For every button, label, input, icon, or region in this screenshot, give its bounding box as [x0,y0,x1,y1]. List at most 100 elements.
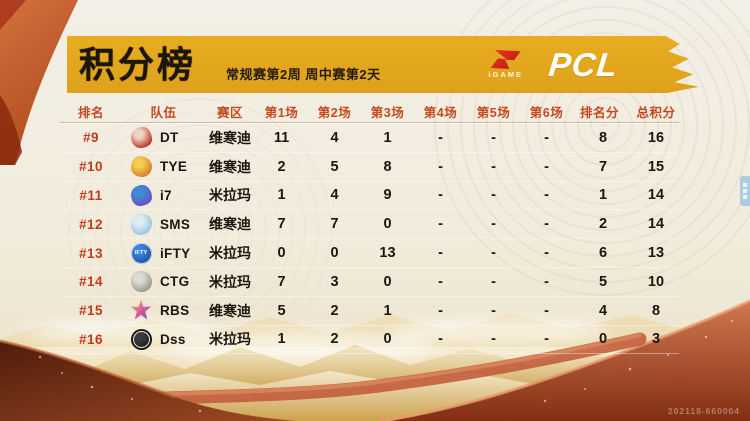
match-id-watermark: 202118-660004 [667,406,740,416]
game2-score: 5 [330,158,339,175]
total-points: 8 [651,302,661,319]
game3-score: 0 [383,216,392,233]
column-header-region: 赛区 [216,105,243,120]
game3-score: 8 [383,158,392,175]
game1-score: 7 [277,216,286,233]
table-row: #11 i7 米拉玛 1 4 9 - - - 1 14 [60,182,679,211]
team-name: iFTY [160,245,191,261]
game6-score: - [544,331,549,348]
placement-points: 1 [598,187,608,204]
placement-points: 5 [598,273,608,290]
region-label: 米拉玛 [209,245,251,262]
game4-score: - [438,216,443,233]
rank-label: #11 [79,187,103,203]
game4-score: - [438,245,443,262]
player-side-tab[interactable] [740,176,750,206]
table-row: #15 RBS 维寒迪 5 2 1 - - - 4 8 [60,297,679,326]
game6-score: - [544,302,549,319]
game6-score: - [544,158,549,175]
game1-score: 0 [277,245,286,262]
game2-score: 7 [330,216,339,233]
game3-score: 0 [383,331,392,348]
game1-score: 5 [277,302,286,319]
game4-score: - [438,273,443,290]
region-label: 维寒迪 [209,302,251,319]
placement-points: 2 [598,216,608,233]
column-header-game5: 第5场 [476,105,511,120]
table-row: #13 iFTY iFTY 米拉玛 0 0 13 - - - 6 13 [60,239,679,268]
total-points: 14 [647,187,665,204]
game3-score: 13 [379,245,396,262]
sponsor-logo: iGAME [488,50,523,79]
mountain-landscape-art [0,299,750,421]
team-logo [122,271,160,293]
game5-score: - [491,273,496,290]
game5-score: - [491,187,496,204]
game4-score: - [438,158,443,175]
total-points: 15 [647,158,665,175]
stage-subtitle: 常规赛第2周 周中赛第2天 [226,67,381,82]
game1-score: 2 [277,158,286,175]
column-header-game6: 第6场 [529,105,564,120]
team-logo: iFTY [122,242,160,264]
total-points: 13 [647,245,665,262]
game6-score: - [544,273,549,290]
game4-score: - [438,187,443,204]
team-logo-label: iFTY [134,250,148,257]
game1-score: 1 [277,331,286,348]
game2-score: 4 [330,187,339,204]
standings-header-row: 排名 队伍 赛区 第1场 第2场 第3场 第4场 第5场 第6场 排名分 总积分 [60,100,679,123]
column-header-team: 队伍 [150,105,177,120]
table-row: #9 DT 维寒迪 11 4 1 - - - 8 16 [60,124,679,153]
game5-score: - [491,216,496,233]
region-label: 维寒迪 [209,158,251,175]
column-header-game1: 第1场 [264,105,299,120]
game1-score: 11 [273,129,290,146]
total-points: 3 [651,331,661,348]
rank-label: #14 [78,274,104,290]
game3-score: 9 [383,187,392,204]
game3-score: 1 [383,302,392,319]
game4-score: - [438,129,443,146]
column-header-game2: 第2场 [317,105,352,120]
game3-score: 1 [383,129,392,146]
title-banner: 积分榜 常规赛第2周 周中赛第2天 iGAME PCL [67,36,699,93]
game3-score: 0 [383,273,392,290]
column-header-total: 总积分 [636,105,676,120]
game5-score: - [491,331,496,348]
placement-points: 7 [598,158,608,175]
placement-points: 4 [598,302,608,319]
team-name: RBS [160,303,190,319]
column-header-rank: 排名 [77,105,104,120]
team-name: CTG [160,274,190,290]
column-header-game4: 第4场 [423,105,458,120]
team-name: TYE [160,159,188,175]
game6-score: - [544,187,549,204]
game4-score: - [438,331,443,348]
placement-points: 0 [598,331,608,348]
table-row: #12 SMS 维寒迪 7 7 0 - - - 2 14 [60,210,679,240]
game5-score: - [491,129,496,146]
game6-score: - [544,245,549,262]
rank-label: #16 [78,331,104,347]
game2-score: 3 [330,273,339,290]
game6-score: - [544,216,549,233]
region-label: 米拉玛 [209,187,251,204]
rank-label: #10 [78,159,104,175]
team-logo [122,156,160,178]
corner-ribbon-art [0,0,78,165]
team-logo [122,213,160,235]
table-row: #10 TYE 维寒迪 2 5 8 - - - 7 15 [60,153,679,182]
game2-score: 0 [330,245,339,262]
placement-points: 6 [598,245,608,262]
igame-icon [490,50,521,69]
total-points: 16 [647,129,665,146]
region-label: 维寒迪 [209,129,251,146]
game5-score: - [491,245,496,262]
table-row: #16 Dss 米拉玛 1 2 0 - - - 0 3 [60,326,679,355]
sponsor-label: iGAME [488,70,523,79]
standings-table-body: #9 DT 维寒迪 11 4 1 - - - 8 16 #10 TYE 维寒迪 … [60,124,679,355]
placement-points: 8 [598,129,608,146]
game5-score: - [491,302,496,319]
